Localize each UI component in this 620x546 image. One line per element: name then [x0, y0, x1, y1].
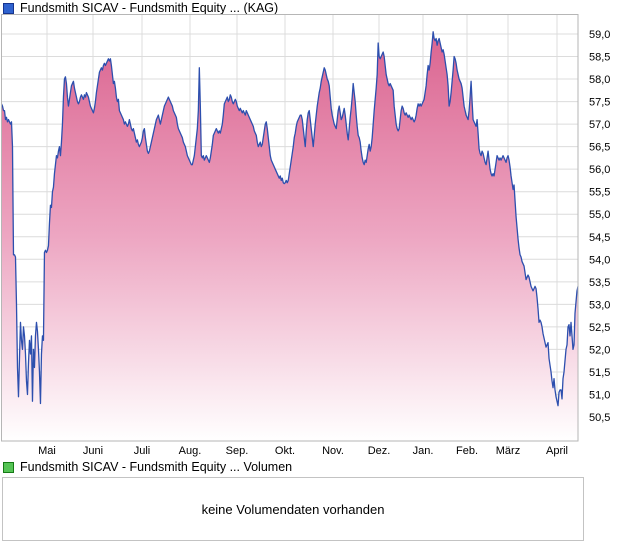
- volume-series-swatch-icon: [3, 462, 14, 473]
- y-tick-label: 51,5: [589, 367, 610, 379]
- y-tick-label: 54,5: [589, 232, 610, 244]
- y-tick-label: 58,5: [589, 52, 610, 64]
- y-tick-label: 54,0: [589, 254, 610, 266]
- x-tick-label: Juli: [134, 445, 151, 457]
- y-tick-label: 59,0: [589, 29, 610, 41]
- price-line: [0, 31, 579, 407]
- x-tick-label: Sep.: [226, 445, 249, 457]
- y-tick-label: 58,0: [589, 74, 610, 86]
- y-tick-label: 56,0: [589, 164, 610, 176]
- x-tick-label: Okt.: [275, 445, 295, 457]
- y-tick-label: 52,0: [589, 344, 610, 356]
- x-tick-label: Juni: [83, 445, 103, 457]
- y-tick-label: 50,5: [589, 412, 610, 424]
- x-tick-label: April: [546, 445, 568, 457]
- axis-labels: 59,0 58,5 58,0 57,5 57,0 56,5 56,0 55,5 55,0 54,5…: [38, 29, 610, 457]
- x-tick-label: Mai: [38, 445, 56, 457]
- y-tick-label: 55,5: [589, 187, 610, 199]
- y-tick-label: 57,5: [589, 97, 610, 109]
- price-area-fill: [1, 31, 578, 441]
- y-tick-label: 55,0: [589, 209, 610, 221]
- price-area-chart[interactable]: 59,0 58,5 58,0 57,5 57,0 56,5 56,0 55,5 55,0 54,5…: [0, 0, 620, 460]
- price-legend: Fundsmith SICAV - Fundsmith Equity ... (…: [3, 2, 278, 15]
- x-tick-label: Feb.: [456, 445, 478, 457]
- x-tick-label: Jan.: [413, 445, 434, 457]
- y-tick-label: 53,5: [589, 277, 610, 289]
- volume-empty-message: keine Volumendaten vorhanden: [201, 501, 385, 517]
- plot-border: [1, 14, 579, 442]
- volume-legend: Fundsmith SICAV - Fundsmith Equity ... V…: [3, 461, 292, 474]
- x-tick-label: Dez.: [368, 445, 391, 457]
- x-tick-label: Aug.: [179, 445, 202, 457]
- price-series-swatch-icon: [3, 3, 14, 14]
- x-tick-label: Nov.: [322, 445, 344, 457]
- y-tick-label: 53,0: [589, 299, 610, 311]
- volume-legend-label: Fundsmith SICAV - Fundsmith Equity ... V…: [20, 460, 293, 474]
- y-tick-label: 57,0: [589, 119, 610, 131]
- volume-panel: keine Volumendaten vorhanden: [2, 477, 584, 541]
- y-tick-label: 52,5: [589, 322, 610, 334]
- x-tick-label: März: [496, 445, 520, 457]
- y-tick-label: 51,0: [589, 389, 610, 401]
- y-tick-label: 56,5: [589, 142, 610, 154]
- price-legend-label: Fundsmith SICAV - Fundsmith Equity ... (…: [20, 1, 279, 15]
